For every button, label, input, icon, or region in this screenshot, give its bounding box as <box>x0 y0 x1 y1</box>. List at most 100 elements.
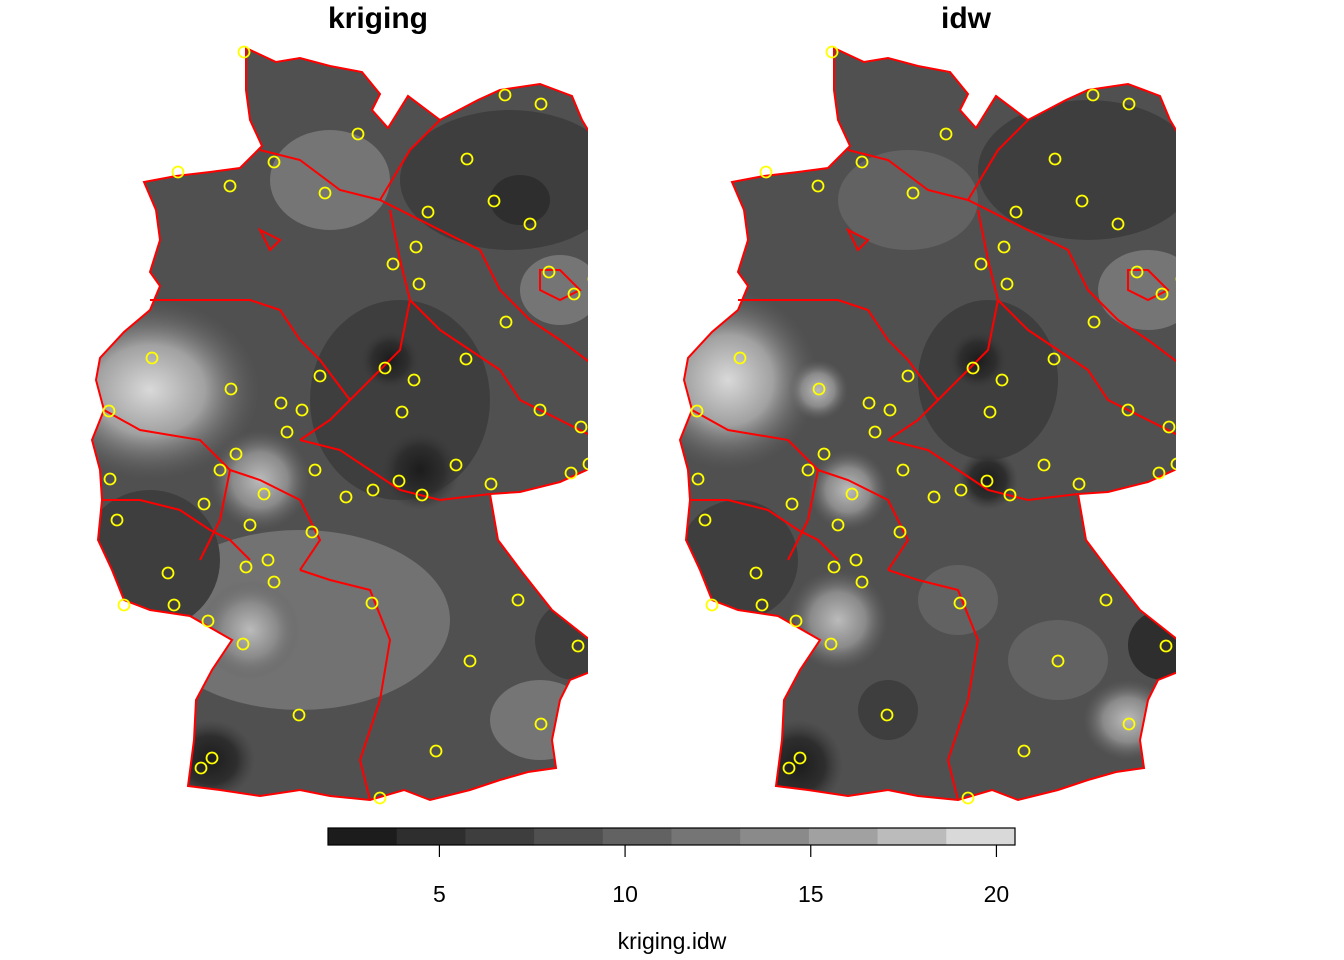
station-marker <box>825 45 839 59</box>
station-marker <box>862 396 876 410</box>
station-marker <box>484 477 498 491</box>
station-marker <box>574 420 588 434</box>
station-marker <box>1000 277 1014 291</box>
station-marker <box>1170 457 1176 471</box>
station-marker <box>939 127 953 141</box>
station-marker <box>961 791 975 805</box>
station-marker <box>1072 477 1086 491</box>
station-marker <box>1009 205 1023 219</box>
station-marker <box>308 463 322 477</box>
station-marker <box>582 457 588 471</box>
station-marker <box>395 405 409 419</box>
station-marker <box>759 165 773 179</box>
station-marker <box>523 217 537 231</box>
station-marker <box>1162 420 1176 434</box>
kriging-map <box>91 45 588 805</box>
station-marker <box>267 155 281 169</box>
station-marker <box>849 553 863 567</box>
station-marker <box>893 525 907 539</box>
station-marker <box>1017 744 1031 758</box>
station-marker <box>817 447 831 461</box>
station-marker <box>571 639 585 653</box>
legend-swatch <box>396 828 466 845</box>
station-marker <box>295 403 309 417</box>
station-marker <box>236 637 250 651</box>
station-marker <box>880 708 894 722</box>
kriging-stations <box>102 45 588 805</box>
station-marker <box>161 566 175 580</box>
legend-swatch <box>602 828 672 845</box>
station-marker <box>305 525 319 539</box>
station-marker <box>409 240 423 254</box>
legend-swatch <box>808 828 879 845</box>
station-marker <box>274 396 288 410</box>
state-boundaries <box>91 47 588 801</box>
idw-map <box>679 45 1176 805</box>
state-boundaries <box>679 47 1176 801</box>
station-marker <box>1130 265 1144 279</box>
station-marker <box>831 518 845 532</box>
station-marker <box>145 351 159 365</box>
station-marker <box>980 474 994 488</box>
legend-title: kriging.idw <box>617 928 727 954</box>
station-marker <box>511 593 525 607</box>
station-marker <box>224 382 238 396</box>
station-marker <box>201 614 215 628</box>
station-marker <box>237 45 251 59</box>
legend-swatch <box>465 828 535 845</box>
station-marker <box>1159 639 1173 653</box>
station-marker <box>407 373 421 387</box>
station-marker <box>499 315 513 329</box>
station-marker <box>698 513 712 527</box>
station-marker <box>463 654 477 668</box>
station-marker <box>257 487 271 501</box>
station-marker <box>1152 466 1166 480</box>
station-marker <box>197 497 211 511</box>
station-marker <box>1037 458 1051 472</box>
station-marker <box>318 186 332 200</box>
station-marker <box>785 497 799 511</box>
idw-stations <box>690 45 1176 805</box>
station-marker <box>386 257 400 271</box>
station-marker <box>793 751 807 765</box>
station-marker <box>313 369 327 383</box>
station-marker <box>564 466 578 480</box>
station-marker <box>733 351 747 365</box>
station-marker <box>542 265 556 279</box>
station-marker <box>845 487 859 501</box>
station-marker <box>167 598 181 612</box>
station-marker <box>421 205 435 219</box>
legend-tick-label: 5 <box>433 881 446 907</box>
station-marker <box>229 447 243 461</box>
legend-swatch <box>328 828 398 845</box>
station-marker <box>1121 403 1135 417</box>
station-marker <box>366 483 380 497</box>
station-marker <box>1087 315 1101 329</box>
station-marker <box>812 382 826 396</box>
station-marker <box>239 560 253 574</box>
station-marker <box>1048 152 1062 166</box>
station-marker <box>801 463 815 477</box>
legend-swatch <box>946 828 1016 845</box>
station-marker <box>412 277 426 291</box>
station-marker <box>868 425 882 439</box>
legend-swatch <box>740 828 810 845</box>
station-marker <box>429 744 443 758</box>
station-marker <box>927 490 941 504</box>
station-marker <box>811 179 825 193</box>
legend-swatch <box>671 828 741 845</box>
station-marker <box>223 179 237 193</box>
station-marker <box>339 490 353 504</box>
station-marker <box>261 553 275 567</box>
station-marker <box>567 287 581 301</box>
station-marker <box>373 791 387 805</box>
station-marker <box>459 352 473 366</box>
legend-tick-label: 10 <box>612 881 638 907</box>
legend-ticks: 5 10 15 20 <box>433 845 1009 907</box>
station-marker <box>824 637 838 651</box>
station-marker <box>755 598 769 612</box>
station-marker <box>691 472 705 486</box>
station-marker <box>995 373 1009 387</box>
station-marker <box>983 405 997 419</box>
station-marker <box>213 463 227 477</box>
